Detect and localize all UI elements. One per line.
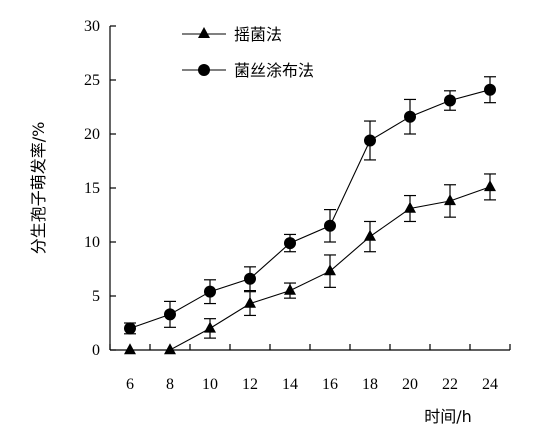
y-tick-label: 25 [84,72,100,89]
y-tick-label: 5 [92,288,100,305]
data-point-triangle [404,201,416,213]
x-axis-label: 时间/h [424,407,472,426]
y-tick-label: 10 [84,234,100,251]
x-tick-label: 14 [282,376,298,393]
series-0 [124,173,496,355]
data-point-circle [204,285,216,298]
series-line [130,186,491,351]
x-tick-label: 24 [482,376,498,393]
data-point-circle [124,322,136,335]
plot-area [124,76,496,355]
data-point-triangle [364,229,376,241]
x-tick-label: 12 [242,376,258,393]
x-tick-label: 8 [166,376,174,393]
data-point-circle [364,134,376,147]
legend-marker-circle [198,64,210,76]
legend-item-mycelium: 菌丝涂布法 [182,61,314,80]
data-point-circle [404,110,416,123]
data-point-triangle [244,296,256,308]
data-point-circle [284,237,296,250]
legend-label-mycelium: 菌丝涂布法 [234,61,314,80]
y-axis-label: 分生孢子萌发率/% [29,122,48,255]
data-point-circle [484,83,496,96]
data-point-triangle [204,321,216,333]
x-tick-label: 20 [402,376,418,393]
x-ticks: 6 8 10 12 14 16 18 20 22 24 [109,344,511,393]
y-tick-label: 20 [84,126,100,143]
data-point-circle [244,272,256,285]
data-point-circle [444,94,456,107]
x-tick-label: 22 [442,376,458,393]
x-tick-label: 18 [362,376,378,393]
y-ticks: 0 5 10 15 20 25 30 [84,18,116,359]
x-tick-label: 10 [202,376,218,393]
data-point-circle [164,308,176,321]
data-point-triangle [284,283,296,295]
x-tick-label: 16 [322,376,338,393]
legend-item-shake: 摇菌法 [182,25,282,44]
y-tick-label: 0 [92,342,100,359]
legend-label-shake: 摇菌法 [234,25,282,44]
y-tick-label: 30 [84,18,100,35]
data-point-triangle [124,343,136,355]
data-point-circle [324,219,336,232]
data-point-triangle [484,180,496,192]
legend-marker-triangle [198,27,210,38]
data-point-triangle [444,194,456,206]
series-1 [124,76,496,335]
series-line [129,89,491,329]
data-point-triangle [164,343,176,355]
data-point-triangle [324,264,336,276]
x-tick-label: 6 [126,376,134,393]
y-tick-label: 15 [84,180,100,197]
legend: 摇菌法 菌丝涂布法 [182,25,314,80]
